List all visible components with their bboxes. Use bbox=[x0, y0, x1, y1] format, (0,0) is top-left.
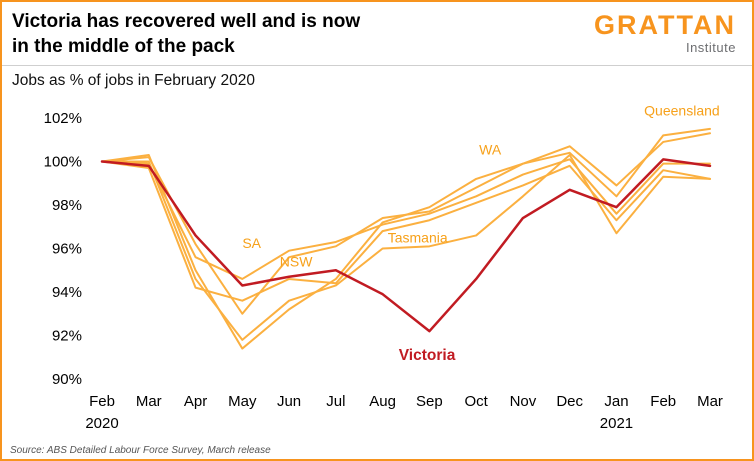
grattan-logo: GRATTAN Institute bbox=[594, 10, 740, 56]
x-axis-label: Nov bbox=[510, 393, 537, 410]
series-line-queensland bbox=[101, 128, 711, 316]
x-axis-label: Jun bbox=[277, 393, 301, 410]
x-axis-label: Feb bbox=[89, 393, 115, 410]
source-note: Source: ABS Detailed Labour Force Survey… bbox=[10, 445, 271, 456]
y-axis-label: 96% bbox=[52, 241, 82, 258]
x-axis-year-label: 2020 bbox=[85, 415, 118, 432]
y-axis-label: 94% bbox=[52, 284, 82, 301]
x-axis-label: Sep bbox=[416, 393, 443, 410]
annotation-victoria: Victoria bbox=[399, 347, 456, 364]
x-axis-label: Jul bbox=[326, 393, 345, 410]
y-axis-label: 90% bbox=[52, 371, 82, 388]
x-axis-label: Mar bbox=[697, 393, 723, 410]
y-axis-label: 98% bbox=[52, 197, 82, 214]
x-axis-label: Aug bbox=[369, 393, 396, 410]
x-axis-label: Oct bbox=[464, 393, 488, 410]
annotation-nsw: NSW bbox=[280, 254, 313, 270]
annotation-sa: SA bbox=[242, 235, 261, 251]
annotation-wa: WA bbox=[479, 142, 502, 158]
annotation-queensland: Queensland bbox=[644, 103, 720, 119]
logo-institute-text: Institute bbox=[685, 40, 736, 55]
x-axis-label: Apr bbox=[184, 393, 207, 410]
y-axis-label: 100% bbox=[44, 154, 82, 171]
series-line-victoria bbox=[100, 158, 712, 333]
logo-brand-text: GRATTAN bbox=[594, 10, 736, 40]
y-axis-label: 92% bbox=[52, 328, 82, 345]
x-axis-label: Jan bbox=[604, 393, 628, 410]
x-axis-label: Dec bbox=[556, 393, 583, 410]
y-axis-label: 102% bbox=[44, 110, 82, 127]
page-title: Victoria has recovered well and is now i… bbox=[12, 10, 360, 59]
page-title-line1: Victoria has recovered well and is now bbox=[12, 11, 361, 32]
chart-subtitle: Jobs as % of jobs in February 2020 bbox=[12, 72, 255, 90]
annotation-tasmania: Tasmania bbox=[388, 230, 448, 246]
jobs-chart: 90% 92% 94% 96% 98% 100% 102% Feb Mar Apr May Jun Ju… bbox=[44, 103, 723, 433]
x-axis-label: Mar bbox=[136, 393, 162, 410]
x-axis-label: May bbox=[228, 393, 257, 410]
page-title-line2: in the middle of the pack bbox=[12, 35, 235, 57]
title-divider bbox=[2, 65, 752, 67]
header: Victoria has recovered well and is now i… bbox=[2, 2, 752, 63]
x-axis-year-label: 2021 bbox=[600, 415, 633, 432]
x-axis-label: Feb bbox=[650, 393, 676, 410]
series-line-wa bbox=[101, 132, 711, 350]
series-line-tasmania bbox=[101, 154, 711, 342]
